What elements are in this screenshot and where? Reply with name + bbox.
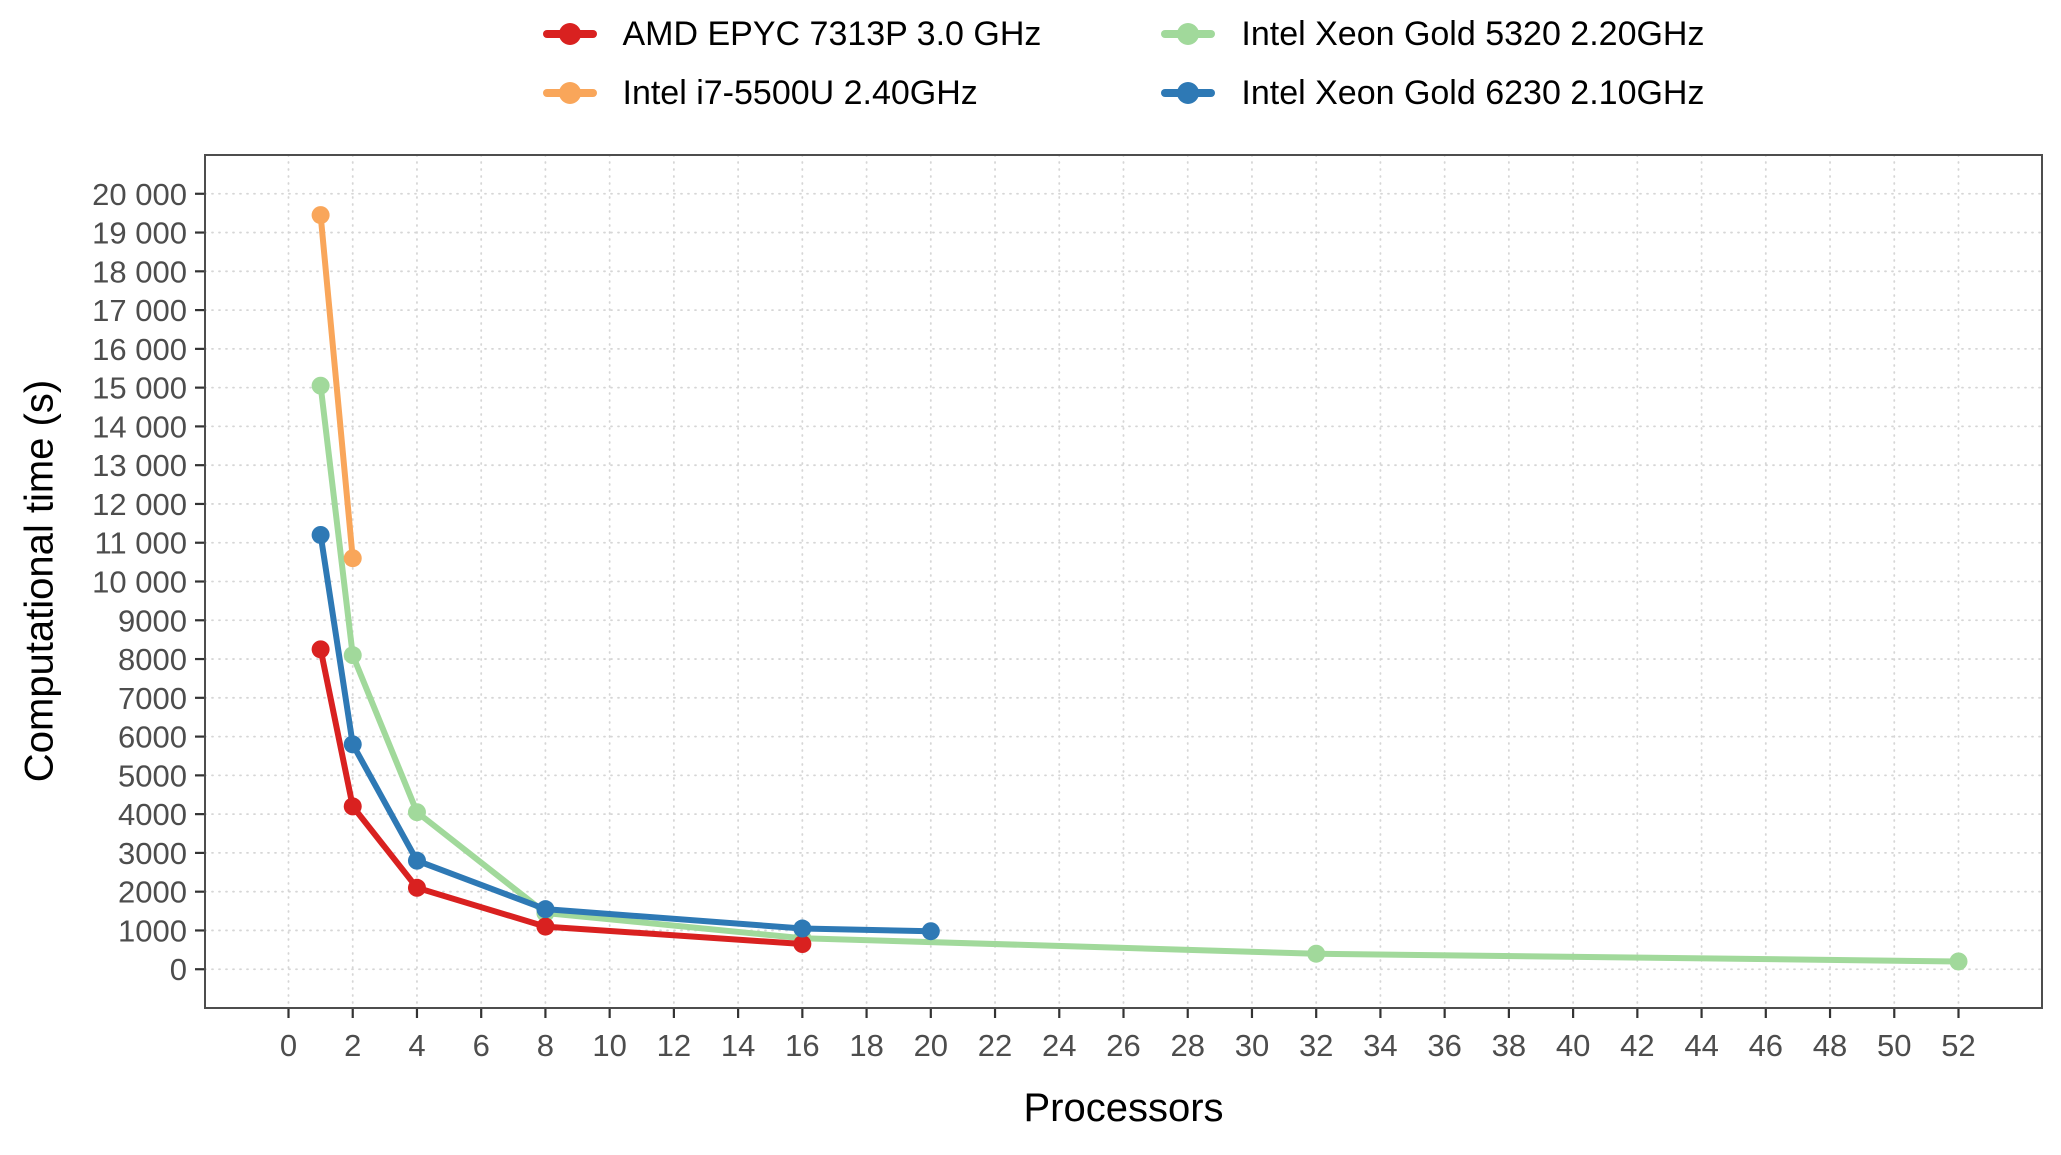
x-tick-label: 52 bbox=[1941, 1028, 1975, 1063]
data-point bbox=[343, 797, 362, 816]
y-tick-label: 14 000 bbox=[92, 409, 187, 444]
data-point bbox=[343, 735, 362, 754]
y-tick-label: 11 000 bbox=[94, 526, 187, 561]
data-point bbox=[343, 646, 362, 665]
y-tick-label: 20 000 bbox=[92, 177, 187, 212]
x-tick-label: 12 bbox=[657, 1028, 691, 1063]
data-point bbox=[536, 917, 555, 936]
x-tick-label: 22 bbox=[978, 1028, 1012, 1063]
grid-lines bbox=[204, 154, 2043, 1009]
data-point bbox=[407, 803, 426, 822]
y-tick-label: 2000 bbox=[118, 875, 187, 910]
legend-item-intel-xeon-gold-6230: Intel Xeon Gold 6230 2.10GHz bbox=[1161, 73, 1704, 114]
x-tick-label: 10 bbox=[592, 1028, 626, 1063]
data-point bbox=[793, 935, 812, 954]
legend-key-icon bbox=[1161, 30, 1216, 39]
data-point bbox=[311, 376, 330, 395]
legend-label: Intel i7-5500U 2.40GHz bbox=[622, 73, 978, 112]
legend-label: Intel Xeon Gold 5320 2.20GHz bbox=[1241, 15, 1705, 53]
x-tick-label: 2 bbox=[344, 1028, 361, 1063]
x-tick-label: 42 bbox=[1620, 1028, 1654, 1063]
x-tick-label: 38 bbox=[1492, 1028, 1526, 1063]
x-axis-title: Processors bbox=[1023, 1086, 1224, 1130]
legend-key-icon bbox=[542, 89, 597, 98]
x-tick-label: 4 bbox=[408, 1028, 425, 1063]
x-tick-label: 20 bbox=[914, 1028, 948, 1063]
y-tick-label: 13 000 bbox=[92, 448, 187, 483]
data-point bbox=[536, 900, 555, 919]
x-tick-label: 0 bbox=[280, 1028, 297, 1063]
data-point bbox=[343, 549, 362, 568]
panel-border bbox=[204, 154, 2043, 1009]
x-tick-label: 16 bbox=[785, 1028, 819, 1063]
legend-item-amd-epyc-7313p: AMD EPYC 7313P 3.0 GHz bbox=[542, 14, 1042, 55]
data-point bbox=[311, 206, 330, 225]
y-tick-label: 15 000 bbox=[92, 371, 187, 406]
data-point bbox=[1307, 944, 1326, 963]
legend-label: Intel Xeon Gold 6230 2.10GHz bbox=[1241, 73, 1705, 112]
x-tick-label: 34 bbox=[1363, 1028, 1397, 1063]
x-tick-label: 30 bbox=[1235, 1028, 1269, 1063]
y-tick-label: 16 000 bbox=[92, 332, 187, 367]
x-tick-label: 46 bbox=[1749, 1028, 1783, 1063]
series-line bbox=[317, 531, 934, 935]
y-tick-label: 10 000 bbox=[92, 565, 187, 600]
x-tick-label: 48 bbox=[1813, 1028, 1847, 1063]
x-tick-label: 18 bbox=[849, 1028, 883, 1063]
axis-ticks bbox=[195, 192, 1960, 1018]
y-tick-label: 0 bbox=[170, 952, 187, 987]
legend-item-intel-xeon-gold-5320: Intel Xeon Gold 5320 2.20GHz bbox=[1161, 14, 1704, 55]
x-tick-label: 8 bbox=[537, 1028, 554, 1063]
legend-item-intel-i7-5500u: Intel i7-5500U 2.40GHz bbox=[542, 73, 1042, 114]
x-tick-label: 28 bbox=[1170, 1028, 1204, 1063]
y-tick-label: 12 000 bbox=[92, 487, 187, 522]
x-tick-label: 36 bbox=[1427, 1028, 1461, 1063]
legend-label: AMD EPYC 7313P 3.0 GHz bbox=[622, 15, 1042, 53]
y-tick-label: 3000 bbox=[118, 836, 187, 871]
chart-legend: AMD EPYC 7313P 3.0 GHz Intel Xeon Gold 53… bbox=[205, 14, 2042, 114]
x-tick-label: 6 bbox=[473, 1028, 490, 1063]
data-point bbox=[311, 640, 330, 659]
y-tick-labels: 010002000300040005000600070008000900010 … bbox=[92, 177, 187, 987]
data-point bbox=[407, 878, 426, 897]
x-tick-label: 40 bbox=[1556, 1028, 1590, 1063]
x-tick-label: 26 bbox=[1106, 1028, 1140, 1063]
y-tick-label: 5000 bbox=[118, 758, 187, 793]
series-intel-i7-5500u bbox=[311, 206, 362, 568]
series-intel-xeon-gold-6230 bbox=[311, 525, 940, 941]
y-tick-label: 7000 bbox=[118, 681, 187, 716]
x-tick-label: 32 bbox=[1299, 1028, 1333, 1063]
y-tick-label: 6000 bbox=[118, 720, 187, 755]
series-amd-epyc-7313p bbox=[311, 640, 812, 954]
y-tick-label: 8000 bbox=[118, 642, 187, 677]
y-tick-label: 4000 bbox=[118, 797, 187, 832]
x-tick-label: 14 bbox=[721, 1028, 755, 1063]
y-axis-title: Computational time (s) bbox=[17, 379, 62, 783]
data-point bbox=[407, 851, 426, 870]
data-point bbox=[311, 525, 330, 544]
y-tick-label: 17 000 bbox=[92, 293, 187, 328]
data-point bbox=[793, 919, 812, 938]
y-tick-label: 9000 bbox=[118, 603, 187, 638]
series-line bbox=[317, 212, 356, 562]
x-tick-labels: 0 2 4 6 8 10 12 14 16 18 20 22 24 26 28 30 32 34 36 38 40 42 4… bbox=[280, 1028, 1976, 1063]
x-tick-label: 50 bbox=[1877, 1028, 1911, 1063]
data-point bbox=[1949, 952, 1968, 971]
data-point bbox=[921, 922, 940, 941]
y-tick-label: 19 000 bbox=[92, 216, 187, 251]
x-tick-label: 44 bbox=[1684, 1028, 1718, 1063]
x-tick-label: 24 bbox=[1042, 1028, 1076, 1063]
y-tick-label: 1000 bbox=[118, 913, 187, 948]
y-tick-label: 18 000 bbox=[92, 254, 187, 289]
legend-key-icon bbox=[542, 30, 597, 39]
legend-key-icon bbox=[1161, 89, 1216, 98]
